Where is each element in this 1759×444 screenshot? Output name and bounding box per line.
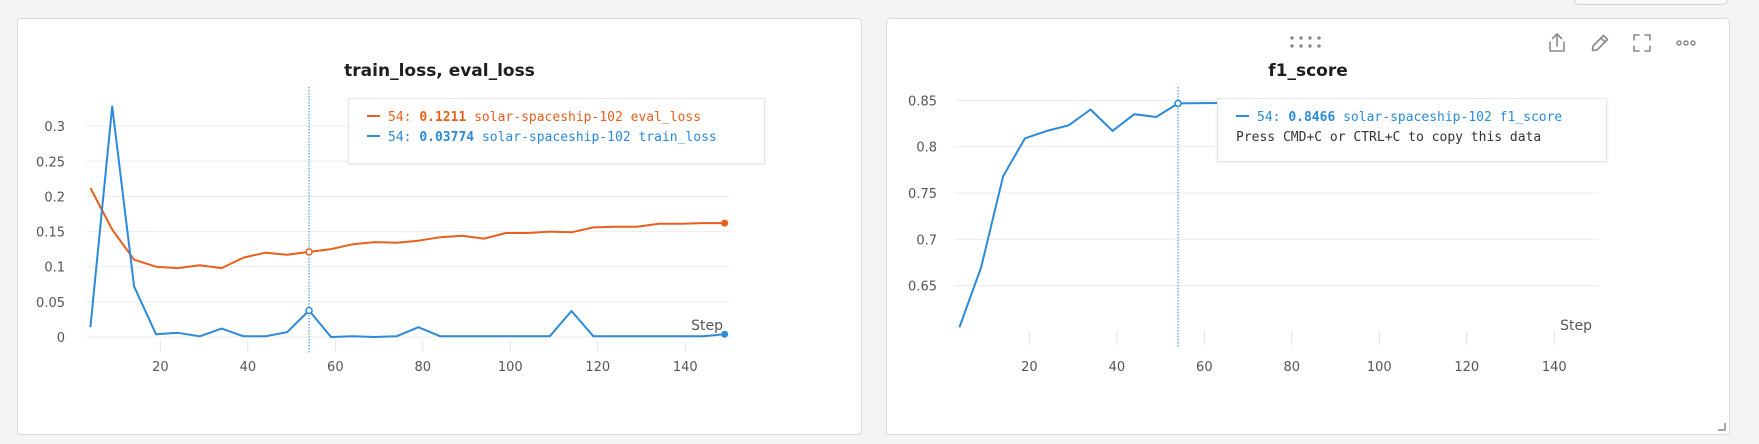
share-icon[interactable] bbox=[1545, 31, 1569, 55]
top-toolbar-button[interactable] bbox=[1574, 0, 1728, 5]
y-tick-label: 0.65 bbox=[908, 280, 937, 295]
y-tick-label: 0.25 bbox=[36, 155, 65, 170]
x-tick-label: 40 bbox=[1109, 360, 1126, 375]
drag-handle-icon[interactable] bbox=[1289, 35, 1325, 49]
hover-point bbox=[1174, 99, 1182, 108]
tooltip-value: 0.8466 bbox=[1288, 110, 1336, 125]
more-options-icon[interactable] bbox=[1674, 31, 1698, 55]
series-end-point bbox=[721, 219, 729, 227]
chart-panel-f1: f1_score 0.65 0.7 0.75 0.8 0.85 20 40 60 80 100 12… bbox=[886, 18, 1730, 435]
y-tick-label: 0.2 bbox=[44, 190, 65, 205]
series-line bbox=[89, 187, 725, 270]
x-tick-label: 100 bbox=[1367, 360, 1392, 375]
y-tick-label: 0.85 bbox=[908, 94, 937, 109]
tooltip-series-name: solar-spaceship-102 eval_loss bbox=[474, 110, 702, 125]
x-tick-label: 140 bbox=[1542, 360, 1567, 375]
hover-point bbox=[305, 306, 313, 315]
x-axis-label: Step bbox=[691, 318, 723, 334]
series-line bbox=[89, 105, 725, 338]
f1-chart[interactable]: 0.65 0.7 0.75 0.8 0.85 20 40 60 80 100 120 140 Step bbox=[887, 19, 1730, 435]
x-tick-label: 100 bbox=[498, 360, 523, 375]
chart-title: f1_score bbox=[1268, 61, 1348, 81]
series-swatch bbox=[1236, 114, 1249, 117]
y-tick-label: 0 bbox=[57, 331, 65, 346]
x-tick-label: 120 bbox=[585, 360, 610, 375]
series-swatch bbox=[367, 114, 380, 117]
x-tick-label: 20 bbox=[152, 360, 169, 375]
y-tick-label: 0.3 bbox=[44, 120, 65, 135]
y-tick-label: 0.7 bbox=[916, 233, 937, 248]
series-end-point bbox=[721, 330, 729, 338]
y-tick-label: 0.15 bbox=[36, 226, 65, 241]
x-tick-label: 20 bbox=[1021, 360, 1038, 375]
tooltip-step: 54: bbox=[388, 130, 412, 145]
tooltip-value: 0.03774 bbox=[419, 130, 475, 145]
x-tick-label: 60 bbox=[1196, 360, 1213, 375]
tooltip-value: 0.1211 bbox=[419, 110, 467, 125]
tooltip-copy-hint: Press CMD+C or CTRL+C to copy this data bbox=[1236, 130, 1542, 145]
hover-tooltip: 54: 0.8466 solar-spaceship-102 f1_score … bbox=[1217, 98, 1607, 162]
tooltip-series-name: solar-spaceship-102 f1_score bbox=[1343, 110, 1563, 125]
resize-handle-icon[interactable] bbox=[1717, 422, 1726, 431]
y-tick-label: 0.1 bbox=[44, 261, 65, 276]
tooltip-series-name: solar-spaceship-102 train_loss bbox=[481, 130, 717, 145]
y-tick-label: 0.05 bbox=[36, 296, 65, 311]
hover-point bbox=[305, 248, 313, 256]
tooltip-step: 54: bbox=[388, 110, 412, 125]
x-tick-label: 40 bbox=[240, 360, 257, 375]
x-tick-label: 80 bbox=[415, 360, 432, 375]
chart-panel-loss: train_loss, eval_loss 0 0.05 0.1 0.15 0.2 0.2… bbox=[17, 18, 862, 435]
tooltip-row-eval-loss: 54: 0.1211 solar-spaceship-102 eval_loss bbox=[367, 108, 750, 128]
chart-title: train_loss, eval_loss bbox=[344, 61, 535, 81]
tooltip-step: 54: bbox=[1257, 110, 1281, 125]
fullscreen-icon[interactable] bbox=[1630, 31, 1654, 55]
x-tick-label: 60 bbox=[327, 360, 344, 375]
y-tick-label: 0.75 bbox=[908, 187, 937, 202]
x-axis-label: Step bbox=[1560, 318, 1592, 334]
x-tick-label: 140 bbox=[673, 360, 698, 375]
x-tick-label: 120 bbox=[1454, 360, 1479, 375]
y-tick-label: 0.8 bbox=[916, 141, 937, 156]
series-swatch bbox=[367, 134, 380, 137]
tooltip-row-f1: 54: 0.8466 solar-spaceship-102 f1_score bbox=[1236, 108, 1592, 128]
x-tick-label: 80 bbox=[1284, 360, 1301, 375]
edit-icon[interactable] bbox=[1588, 31, 1612, 55]
loss-chart[interactable]: 0 0.05 0.1 0.15 0.2 0.25 0.3 20 40 60 80 100 120 140 S… bbox=[18, 19, 862, 435]
hover-tooltip: 54: 0.1211 solar-spaceship-102 eval_loss… bbox=[348, 98, 765, 164]
tooltip-row-train-loss: 54: 0.03774 solar-spaceship-102 train_lo… bbox=[367, 128, 750, 148]
